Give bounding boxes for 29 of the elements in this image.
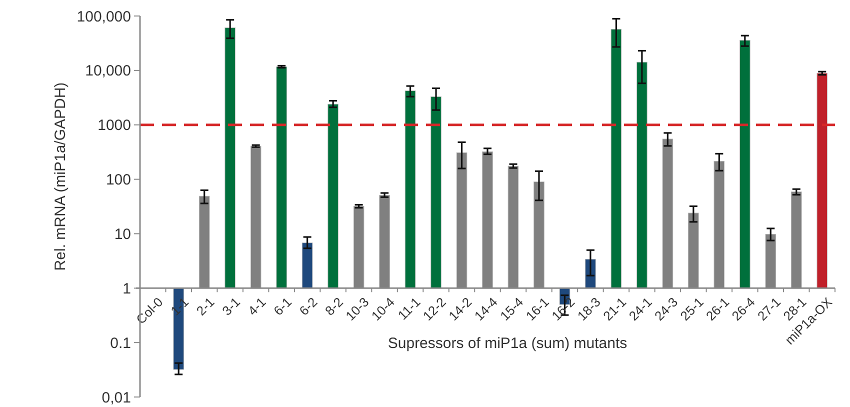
bar: [404, 90, 416, 288]
x-axis-title: Supressors of miP1a (sum) mutants: [388, 335, 628, 352]
bar: [276, 66, 287, 288]
y-tick-label: 1: [122, 280, 131, 298]
bar: [636, 62, 648, 288]
y-tick-label: 0.1: [110, 334, 131, 352]
y-tick-label: 0,01: [102, 389, 131, 406]
x-tick-label: 8-2: [322, 294, 346, 318]
y-tick-label: 100: [106, 172, 131, 189]
y-axis-title: Rel. mRNA (miP1a/GAPDH): [52, 82, 69, 271]
x-tick-label: 6-2: [296, 294, 320, 318]
bar: [224, 27, 236, 288]
x-tick-label: 1-1: [168, 294, 192, 318]
bar: [328, 104, 338, 288]
x-tick-label: 2-1: [193, 294, 218, 318]
y-tick-label: 100,000: [76, 8, 131, 26]
y-tick-label: 10,000: [85, 62, 131, 80]
bar: [816, 72, 828, 288]
x-tick-label: 16-1: [522, 294, 552, 324]
bar: [302, 242, 313, 288]
x-tick-label: 3-1: [219, 294, 243, 318]
x-tick-label: 6-1: [270, 294, 294, 318]
x-tick-label: 11-1: [394, 294, 424, 323]
y-tick-label: 10: [114, 226, 131, 243]
bar: [430, 96, 442, 288]
bar: [610, 29, 622, 288]
x-tick-label: 4-1: [244, 294, 269, 318]
bar: [740, 40, 750, 288]
y-tick-label: 1000: [98, 117, 131, 134]
